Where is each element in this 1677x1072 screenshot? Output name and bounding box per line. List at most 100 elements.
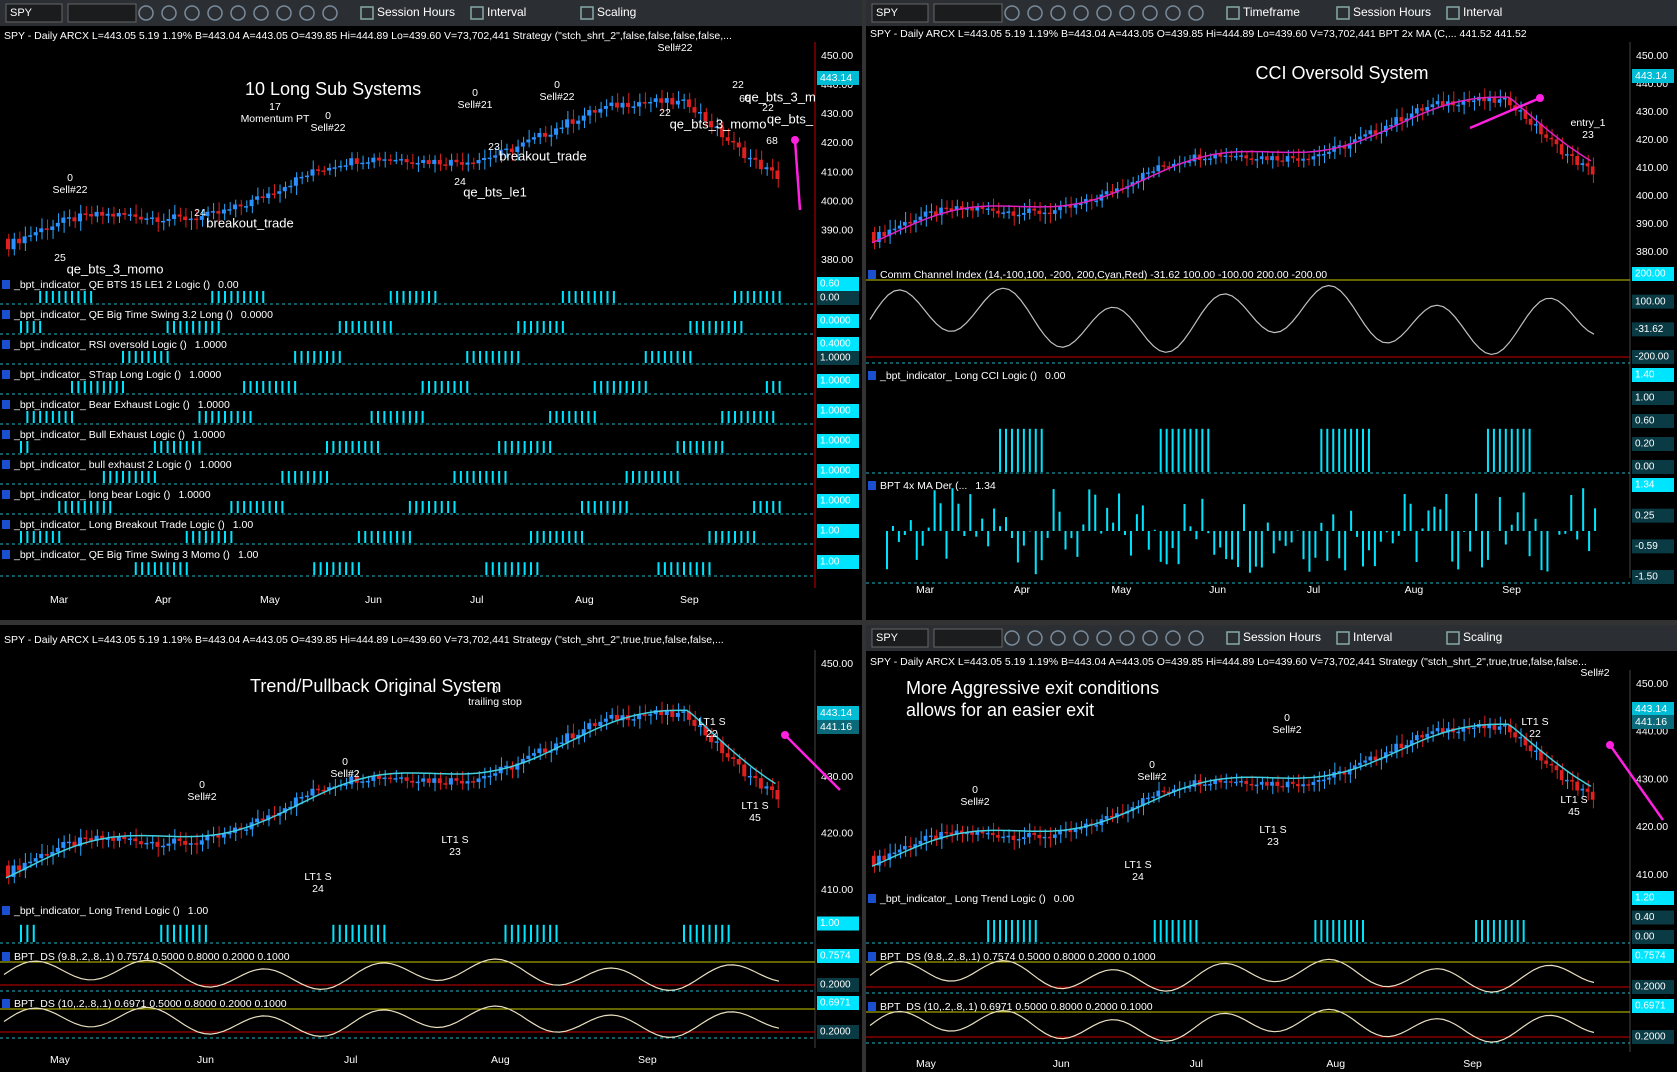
- trade-annotation: Sell#22: [539, 91, 574, 103]
- toolbar-icon[interactable]: [1050, 5, 1066, 21]
- toolbar-icon[interactable]: [1165, 630, 1181, 646]
- candle-body: [747, 775, 752, 778]
- toolbar-button[interactable]: Interval: [1353, 630, 1392, 644]
- candle-body: [1032, 208, 1036, 211]
- symbol-box[interactable]: [871, 628, 929, 648]
- toolbar-button[interactable]: Interval: [487, 5, 526, 19]
- toolbar-icon[interactable]: [207, 5, 223, 21]
- toolbar-icon[interactable]: [1336, 631, 1350, 645]
- toolbar-icon[interactable]: [1142, 630, 1158, 646]
- logic-bar: [134, 351, 137, 363]
- symbol-input[interactable]: SPY: [876, 632, 899, 644]
- logic-bar: [275, 381, 277, 393]
- toolbar-icon[interactable]: [1050, 630, 1066, 646]
- toolbar-button[interactable]: Session Hours: [1353, 5, 1431, 19]
- candle-body: [1244, 155, 1249, 159]
- toolbar-icon[interactable]: [1165, 5, 1181, 21]
- toolbar-icon[interactable]: [1446, 631, 1460, 645]
- toolbar-icon[interactable]: [1073, 5, 1089, 21]
- toolbar-button[interactable]: Interval: [1463, 5, 1502, 19]
- toolbar-icon[interactable]: [299, 5, 315, 21]
- toolbar-icon[interactable]: [360, 6, 374, 20]
- candle-body: [1580, 163, 1585, 166]
- candle-body: [526, 755, 531, 759]
- symbol-box[interactable]: [5, 3, 63, 23]
- toolbar-icon[interactable]: [1119, 630, 1135, 646]
- toolbar-icon[interactable]: [138, 5, 154, 21]
- trade-annotation: 0: [1149, 759, 1155, 771]
- toolbar-icon[interactable]: [1446, 6, 1460, 20]
- toolbar-icon[interactable]: [1226, 631, 1240, 645]
- candle-body: [55, 222, 60, 227]
- trade-annotation: 0: [554, 79, 560, 91]
- logic-bar: [211, 531, 214, 543]
- symbol-box[interactable]: [871, 3, 929, 23]
- price-tag: [1632, 715, 1674, 729]
- candle-body: [742, 147, 747, 159]
- toolbar-icon[interactable]: [184, 5, 200, 21]
- toolbar-icon[interactable]: [1119, 5, 1135, 21]
- toolbar-icon[interactable]: [470, 6, 484, 20]
- candle-body: [1290, 156, 1295, 159]
- candle-body: [72, 217, 77, 222]
- toolbar-button[interactable]: Scaling: [597, 5, 636, 19]
- candle-body: [487, 157, 492, 160]
- toolbar-icon[interactable]: [276, 5, 292, 21]
- dropdown[interactable]: [67, 3, 137, 23]
- toolbar-icon[interactable]: [322, 5, 338, 21]
- toolbar-icon[interactable]: [1188, 630, 1204, 646]
- candle-body: [939, 831, 943, 840]
- toolbar-icon[interactable]: [230, 5, 246, 21]
- logic-bar: [1231, 531, 1234, 560]
- toolbar-icon[interactable]: [1096, 630, 1112, 646]
- logic-bar: [714, 441, 717, 453]
- logic-bar: [90, 501, 93, 513]
- logic-bar: [173, 924, 175, 942]
- trade-annotation: LT1 S: [1560, 794, 1587, 806]
- toolbar-icon[interactable]: [161, 5, 177, 21]
- toolbar-icon[interactable]: [1004, 630, 1020, 646]
- moving-average: [871, 723, 1592, 867]
- logic-bar: [689, 351, 692, 363]
- toolbar-icon[interactable]: [253, 5, 269, 21]
- toolbar-button[interactable]: Timeframe: [1243, 5, 1300, 19]
- toolbar-icon[interactable]: [1336, 6, 1350, 20]
- trade-annotation: Momentum PT: [241, 113, 310, 125]
- candle-body: [1570, 779, 1574, 782]
- trade-annotation: 66: [739, 93, 751, 105]
- logic-bar: [1522, 428, 1525, 472]
- candle-body: [216, 211, 221, 214]
- toolbar-icon[interactable]: [580, 6, 594, 20]
- candle-body: [188, 218, 193, 221]
- logic-bar: [1171, 531, 1174, 549]
- toolbar-icon[interactable]: [1004, 5, 1020, 21]
- toolbar-button[interactable]: Scaling: [1463, 630, 1502, 644]
- toolbar-icon[interactable]: [1142, 5, 1158, 21]
- symbol-input[interactable]: SPY: [876, 7, 899, 19]
- symbol-input[interactable]: SPY: [10, 7, 33, 19]
- axis-tag: [1632, 930, 1674, 944]
- pane-axis-label: 1.0000: [820, 436, 851, 447]
- logic-bar: [759, 501, 762, 513]
- toolbar-button[interactable]: Session Hours: [377, 5, 455, 19]
- dropdown[interactable]: [933, 3, 1003, 23]
- logic-bar: [179, 441, 182, 453]
- logic-bar: [287, 471, 290, 483]
- toolbar-icon[interactable]: [1073, 630, 1089, 646]
- toolbar-icon[interactable]: [1027, 630, 1043, 646]
- logic-bar: [568, 411, 571, 423]
- candle-body: [598, 721, 603, 726]
- month-label: Aug: [1326, 1058, 1345, 1070]
- logic-bar: [447, 501, 450, 513]
- logic-bar: [909, 520, 912, 531]
- logic-bar: [683, 351, 685, 363]
- dropdown[interactable]: [933, 628, 1003, 648]
- candle-body: [1016, 214, 1021, 217]
- toolbar-icon[interactable]: [1096, 5, 1112, 21]
- logic-bar: [549, 411, 552, 423]
- toolbar-button[interactable]: Session Hours: [1243, 630, 1321, 644]
- toolbar-icon[interactable]: [1226, 6, 1240, 20]
- toolbar-icon[interactable]: [1027, 5, 1043, 21]
- candle-body: [1358, 136, 1362, 140]
- toolbar-icon[interactable]: [1188, 5, 1204, 21]
